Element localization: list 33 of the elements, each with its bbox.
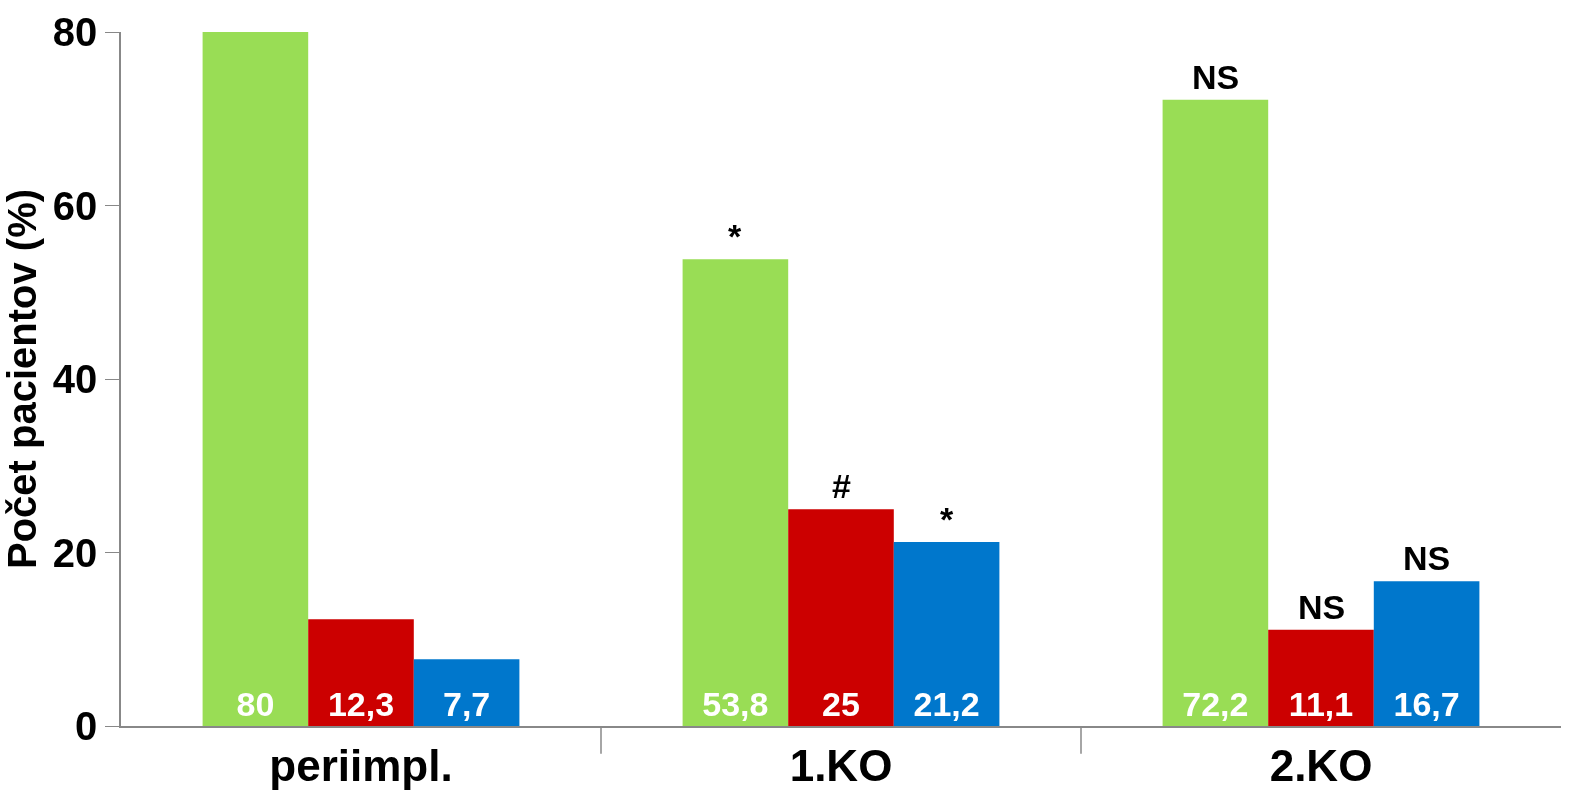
annotation: #	[832, 467, 851, 505]
data-label: 21,2	[913, 685, 980, 723]
bar	[1162, 99, 1269, 726]
y-tick-label: 60	[52, 183, 98, 228]
bar	[413, 659, 520, 726]
data-label: 72,2	[1182, 685, 1249, 723]
bar	[893, 542, 1000, 726]
data-label: 80	[236, 685, 275, 723]
annotation: NS	[1403, 539, 1451, 577]
y-tick-label: 20	[52, 530, 98, 575]
bar	[1268, 629, 1374, 726]
annotation: NS	[1192, 58, 1240, 96]
data-label: 53,8	[702, 685, 769, 723]
x-tick-label: periimpl.	[269, 740, 453, 790]
data-label: 7,7	[442, 685, 491, 723]
x-tick-label: 2.KO	[1269, 740, 1373, 790]
y-tick-label: 40	[52, 357, 98, 401]
annotation: NS	[1298, 588, 1346, 626]
annotation: *	[728, 217, 742, 255]
bar	[202, 32, 309, 726]
bar	[682, 259, 789, 726]
bar	[1373, 581, 1480, 726]
data-label: 16,7	[1393, 685, 1460, 723]
data-label: 11,1	[1288, 685, 1354, 723]
y-axis-title: Počet pacientov (%)	[0, 188, 44, 570]
data-label: 25	[822, 685, 860, 723]
x-tick-label: 1.KO	[789, 740, 893, 790]
y-tick-label: 0	[75, 704, 98, 748]
bar	[788, 509, 894, 726]
bar	[308, 619, 414, 726]
y-tick-label: 80	[52, 10, 98, 54]
annotation: *	[940, 500, 954, 538]
data-label: 12,3	[327, 685, 395, 723]
